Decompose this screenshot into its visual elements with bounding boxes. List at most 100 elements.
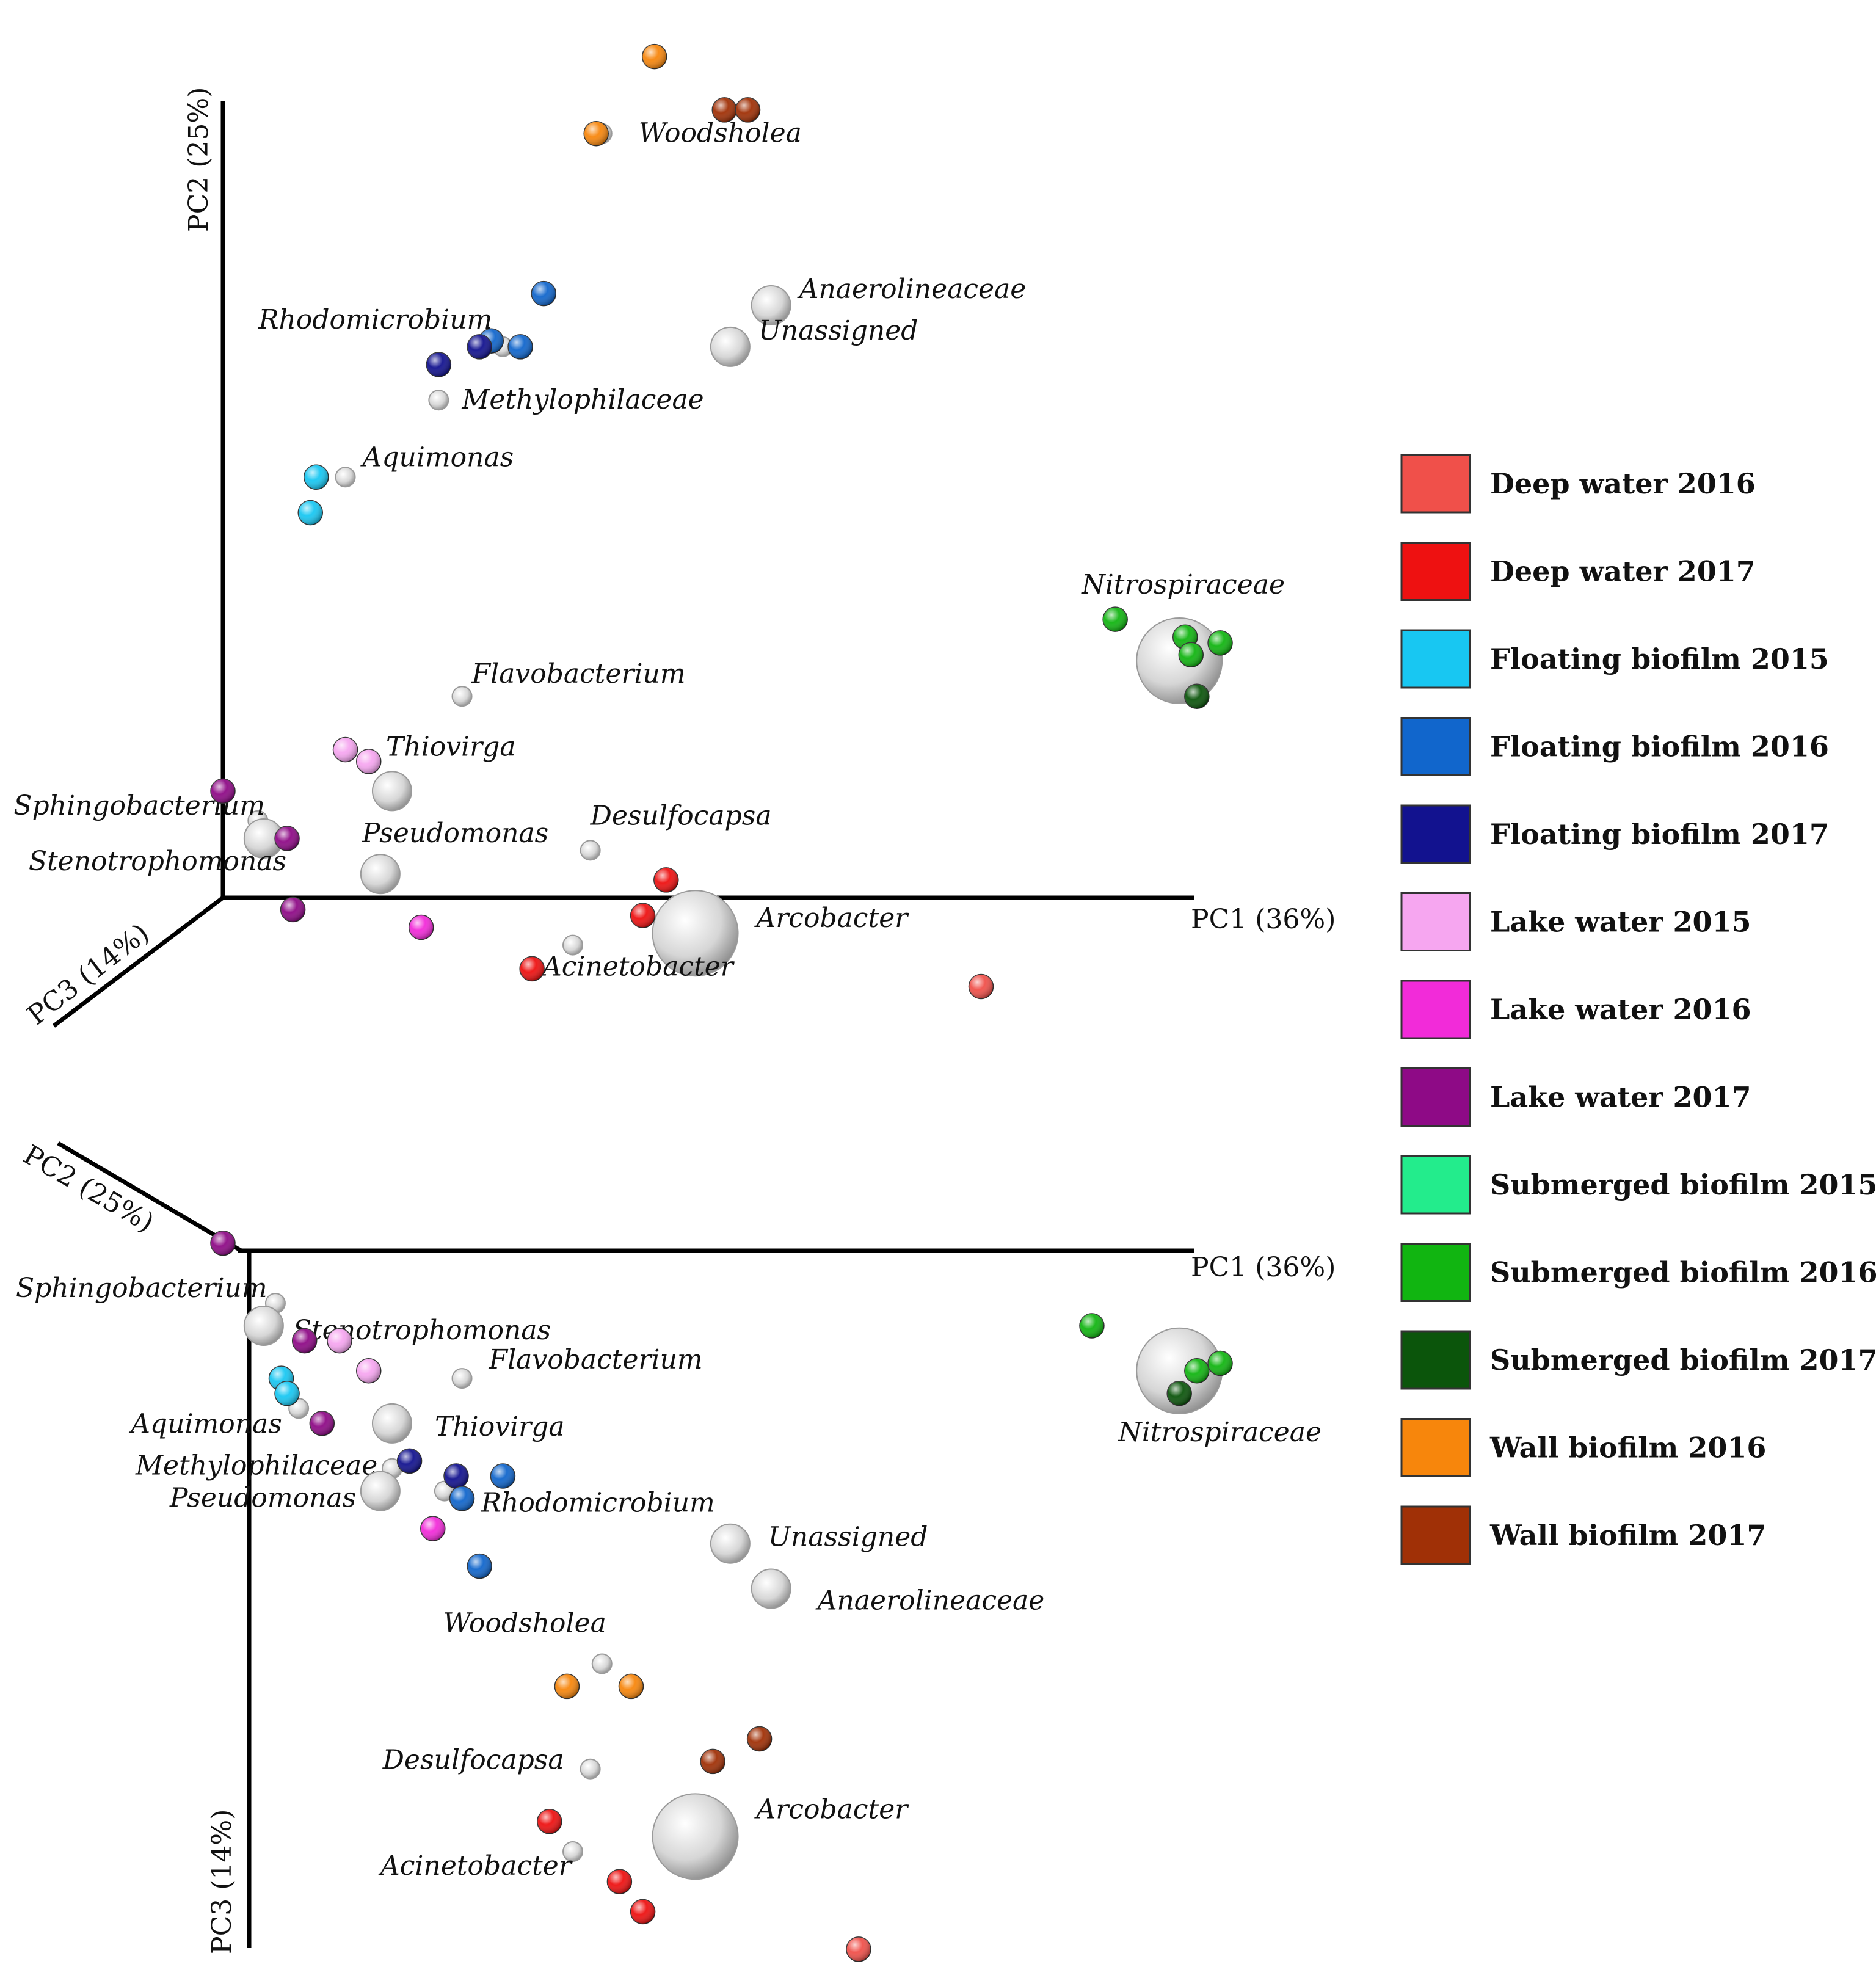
top-taxon-label-nitrospiraceae: Nitrospiraceae xyxy=(1081,569,1285,600)
bottom-taxon-marker-stenotrophomonas xyxy=(243,1306,284,1346)
bottom-sample-point-lw15 xyxy=(356,1358,382,1384)
bottom-sample-point-fb17 xyxy=(443,1463,469,1489)
top-pc1-axis-label: PC1 (36%) xyxy=(1191,904,1336,935)
bottom-sample-point-wb17 xyxy=(700,1748,725,1775)
legend-swatch-wb17 xyxy=(1400,1505,1471,1565)
legend-swatch-lw15 xyxy=(1400,892,1471,951)
legend-swatch-dw17 xyxy=(1400,542,1471,601)
top-sample-point-fb15 xyxy=(297,500,323,526)
bottom-sample-point-fb16 xyxy=(490,1463,516,1489)
legend-label-sb15: Submerged biofilm 2015 xyxy=(1490,1168,1876,1201)
top-taxon-label-woodsholea: Woodsholea xyxy=(639,118,802,149)
top-taxon-marker-desulfocapsa xyxy=(580,840,601,861)
legend: Deep water 2016 Deep water 2017 Floating b… xyxy=(1400,454,1876,1565)
bottom-taxon-marker-flavobacterium xyxy=(451,1368,473,1389)
top-sample-point-fb17 xyxy=(426,352,452,377)
top-taxon-label-pseudomonas: Pseudomonas xyxy=(362,818,548,849)
bottom-taxon-label-aquimonas: Aquimonas xyxy=(128,1408,282,1439)
legend-label-sb16: Submerged biofilm 2016 xyxy=(1490,1256,1876,1289)
top-sample-point-dw17 xyxy=(653,867,679,893)
top-pc2-axis-label: PC2 (25%) xyxy=(183,87,214,232)
legend-swatch-fb17 xyxy=(1400,804,1471,864)
bottom-sample-point-fb16 xyxy=(449,1486,475,1511)
top-taxon-marker-anaerolineaceae xyxy=(751,285,791,325)
top-taxon-marker-nitrospiraceae xyxy=(1136,617,1223,704)
legend-swatch-fb16 xyxy=(1400,717,1471,776)
top-sample-point-wb16 xyxy=(641,43,667,70)
bottom-taxon-label-woodsholea: Woodsholea xyxy=(443,1608,606,1639)
bottom-taxon-label-nitrospiraceae: Nitrospiraceae xyxy=(1118,1417,1322,1448)
top-sample-point-dw17 xyxy=(630,903,656,928)
top-pc3-axis xyxy=(52,896,225,1028)
legend-swatch-sb17 xyxy=(1400,1330,1471,1390)
top-sample-point-lw16 xyxy=(408,914,434,940)
bottom-sample-point-lw15 xyxy=(327,1328,352,1354)
bottom-taxon-label-unassigned: Unassigned xyxy=(768,1522,928,1553)
top-taxon-marker-thiovirga xyxy=(371,771,412,812)
top-sample-point-lw17 xyxy=(280,896,306,923)
legend-label-wb17: Wall biofilm 2017 xyxy=(1489,1519,1766,1552)
legend-swatch-lw16 xyxy=(1400,980,1471,1039)
bottom-taxon-marker-thiovirga xyxy=(371,1403,412,1444)
top-sample-point-wb17 xyxy=(735,97,761,123)
bottom-taxon-label-pseudomonas: Pseudomonas xyxy=(169,1483,356,1514)
bottom-pc1-axis-label: PC1 (36%) xyxy=(1191,1252,1336,1283)
legend-label-sb17: Submerged biofilm 2017 xyxy=(1490,1343,1876,1376)
legend-label-dw16: Deep water 2016 xyxy=(1490,467,1756,500)
bottom-sample-point-fb15 xyxy=(268,1365,294,1391)
bottom-taxon-label-flavobacterium: Flavobacterium xyxy=(489,1344,703,1375)
top-sample-point-wb16 xyxy=(583,120,609,147)
bottom-taxon-marker-woodsholea xyxy=(591,1653,613,1674)
top-taxon-label-rhodomicrobium: Rhodomicrobium xyxy=(258,304,492,335)
legend-swatch-fb15 xyxy=(1400,629,1471,689)
top-sample-point-lw17 xyxy=(210,778,236,804)
top-sample-point-wb17 xyxy=(711,97,738,123)
top-taxon-label-arcobacter: Arcobacter xyxy=(754,903,910,934)
top-sample-point-lw15 xyxy=(356,749,382,774)
bottom-sample-point-sb17 xyxy=(1166,1380,1192,1406)
legend-label-lw17: Lake water 2017 xyxy=(1490,1081,1751,1114)
bottom-taxon-marker-anaerolineaceae xyxy=(751,1568,791,1609)
top-taxon-label-stenotrophomonas: Stenotrophomonas xyxy=(29,846,286,877)
bottom-taxon-marker-acinetobacter xyxy=(562,1841,583,1862)
top-taxon-label-anaerolineaceae: Anaerolineaceae xyxy=(797,274,1027,305)
bottom-sample-point-lw17 xyxy=(309,1411,335,1436)
bottom-sample-point-dw17 xyxy=(630,1899,656,1925)
legend-swatch-wb16 xyxy=(1400,1418,1471,1477)
top-taxon-label-thiovirga: Thiovirga xyxy=(386,731,516,762)
top-taxon-label-unassigned: Unassigned xyxy=(758,315,918,346)
bottom-taxon-label-desulfocapsa: Desulfocapsa xyxy=(382,1745,564,1776)
bottom-taxon-label-arcobacter: Arcobacter xyxy=(754,1794,910,1825)
top-pc3-axis-label: PC3 (14%) xyxy=(21,917,155,1031)
top-panel: PC2 (25%) PC1 (36%) PC3 (14%) Woodsholea… xyxy=(13,43,1336,1031)
top-taxon-marker-methylophilaceae xyxy=(428,390,449,411)
top-sample-point-fb17 xyxy=(467,334,492,360)
bottom-sample-point-fb17 xyxy=(396,1448,423,1474)
bottom-sample-point-wb16 xyxy=(554,1673,580,1700)
bottom-taxon-label-acinetobacter: Acinetobacter xyxy=(378,1850,573,1882)
legend-swatch-dw16 xyxy=(1400,454,1471,514)
legend-label-fb15: Floating biofilm 2015 xyxy=(1490,642,1829,675)
top-sample-point-lw15 xyxy=(332,736,358,763)
legend-label-wb16: Wall biofilm 2016 xyxy=(1489,1431,1766,1464)
bottom-sample-point-sb16 xyxy=(1184,1358,1210,1384)
top-taxon-marker-arcobacter xyxy=(652,890,739,977)
top-taxon-label-flavobacterium: Flavobacterium xyxy=(471,658,686,689)
top-taxon-marker-unassigned xyxy=(710,326,751,367)
bottom-pc3-axis-label: PC3 (14%) xyxy=(206,1809,238,1954)
bottom-sample-point-wb17 xyxy=(746,1726,773,1752)
bottom-taxon-label-rhodomicrobium: Rhodomicrobium xyxy=(481,1488,715,1519)
top-taxon-marker-acinetobacter xyxy=(562,934,583,956)
bottom-sample-point-dw17 xyxy=(606,1869,633,1894)
bottom-sample-point-sb16 xyxy=(1207,1350,1233,1376)
top-sample-point-dw16 xyxy=(968,973,994,1000)
bottom-sample-point-lw17 xyxy=(210,1230,236,1256)
top-sample-point-sb16 xyxy=(1207,630,1233,656)
bottom-sample-point-fb16 xyxy=(467,1553,492,1579)
legend-label-dw17: Deep water 2017 xyxy=(1490,555,1756,588)
bottom-taxon-marker-arcobacter xyxy=(652,1793,739,1880)
top-taxon-marker-aquimonas xyxy=(335,467,356,488)
bottom-sample-point-fb15 xyxy=(274,1380,300,1406)
bottom-sample-point-lw17 xyxy=(291,1328,318,1354)
